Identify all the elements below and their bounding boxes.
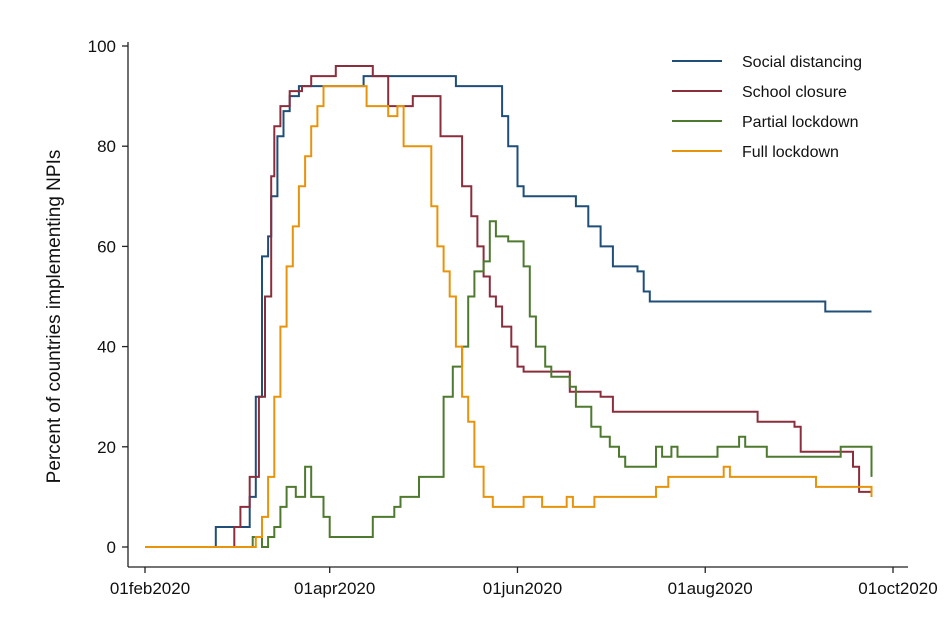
series-line-school-closure xyxy=(145,65,873,548)
y-tick-label: 0 xyxy=(107,538,116,557)
x-tick-label: 01oct2020 xyxy=(858,579,937,598)
y-tick-label: 40 xyxy=(97,338,116,357)
y-tick-label: 100 xyxy=(88,37,116,56)
x-tick-label: 01feb2020 xyxy=(110,579,190,598)
y-tick-label: 80 xyxy=(97,137,116,156)
y-axis-label: Percent of countries implementing NPIs xyxy=(44,150,65,484)
y-tick-label: 20 xyxy=(97,438,116,457)
x-axis-ticks: 01feb2020 01apr2020 01jun2020 01aug2020 01oc… xyxy=(110,567,938,598)
x-tick-label: 01aug2020 xyxy=(668,579,753,598)
x-tick-label: 01apr2020 xyxy=(294,579,375,598)
x-tick-label: 01jun2020 xyxy=(483,579,562,598)
legend-label: Social distancing xyxy=(742,54,862,71)
legend-label: School closure xyxy=(742,84,847,101)
series-line-partial-lockdown xyxy=(145,220,873,548)
legend-label: Full lockdown xyxy=(742,144,839,161)
series-line-full-lockdown xyxy=(145,85,873,548)
y-axis-ticks: 0 20 40 60 80 100 xyxy=(88,37,128,557)
y-tick-label: 60 xyxy=(97,237,116,256)
chart-legend: Social distancing School closure Partial l… xyxy=(672,54,862,161)
series-lines xyxy=(145,65,873,548)
legend-label: Partial lockdown xyxy=(742,114,859,131)
